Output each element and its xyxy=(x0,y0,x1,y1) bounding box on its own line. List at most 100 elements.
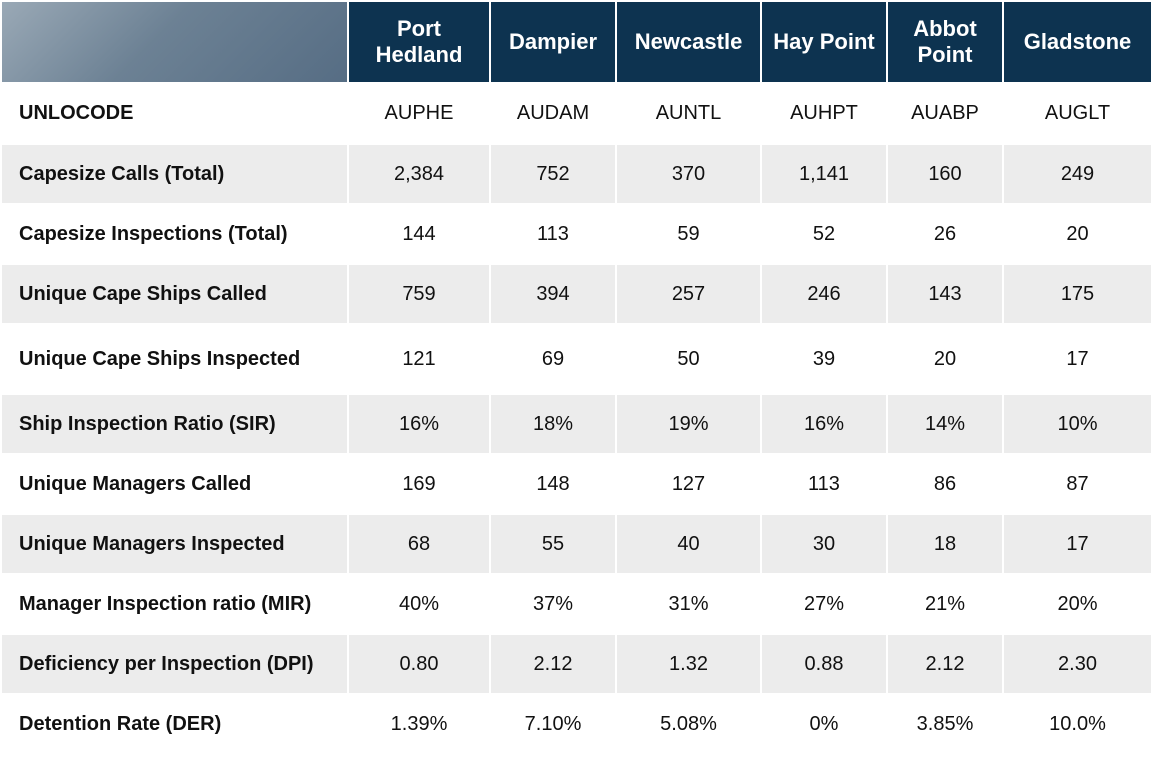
table-cell: AUHPT xyxy=(760,82,888,145)
table-cell: 37% xyxy=(489,573,617,635)
column-header-label: Abbot Point xyxy=(913,16,977,67)
table-cell: AUNTL xyxy=(615,82,762,145)
table-cell: 1.39% xyxy=(347,693,491,756)
table-cell: 2,384 xyxy=(347,143,491,205)
table-header: Port Hedland Dampier Newcastle Hay Point… xyxy=(0,0,1153,84)
table-cell: 20 xyxy=(886,323,1004,395)
table-cell: 3.85% xyxy=(886,693,1004,756)
header-corner-cell xyxy=(0,0,349,84)
table-cell: 394 xyxy=(489,263,617,325)
table-cell: AUABP xyxy=(886,82,1004,145)
table-cell: 0.80 xyxy=(347,633,491,695)
table-cell: 169 xyxy=(347,453,491,515)
row-label: UNLOCODE xyxy=(0,82,349,145)
table-cell: 30 xyxy=(760,513,888,575)
column-header: Gladstone xyxy=(1002,0,1153,84)
table-cell: 0% xyxy=(760,693,888,756)
row-label: Unique Managers Called xyxy=(0,453,349,515)
table-cell: 148 xyxy=(489,453,617,515)
row-label: Deficiency per Inspection (DPI) xyxy=(0,633,349,695)
column-header-label: Gladstone xyxy=(1023,29,1132,54)
table-cell: 113 xyxy=(760,453,888,515)
table-cell: 1.32 xyxy=(615,633,762,695)
table-cell: 2.12 xyxy=(886,633,1004,695)
table-cell: 2.30 xyxy=(1002,633,1153,695)
table-cell: 18 xyxy=(886,513,1004,575)
table-row: Unique Managers Called 169 148 127 113 86 87 xyxy=(0,453,1153,515)
table-cell: 1,141 xyxy=(760,143,888,205)
table-cell: 370 xyxy=(615,143,762,205)
table-cell: 246 xyxy=(760,263,888,325)
table-cell: 26 xyxy=(886,203,1004,265)
table-cell: 87 xyxy=(1002,453,1153,515)
port-comparison-table: Port Hedland Dampier Newcastle Hay Point… xyxy=(0,0,1153,756)
column-header: Dampier xyxy=(489,0,617,84)
table-cell: 27% xyxy=(760,573,888,635)
row-label: Unique Managers Inspected xyxy=(0,513,349,575)
table-cell: 249 xyxy=(1002,143,1153,205)
table-cell: 19% xyxy=(615,393,762,455)
row-label: Capesize Inspections (Total) xyxy=(0,203,349,265)
table-cell: 257 xyxy=(615,263,762,325)
table-row: Unique Cape Ships Called 759 394 257 246 143 1… xyxy=(0,263,1153,325)
table-row: Detention Rate (DER) 1.39% 7.10% 5.08% 0% 3.8… xyxy=(0,693,1153,756)
table-cell: 175 xyxy=(1002,263,1153,325)
row-label: Manager Inspection ratio (MIR) xyxy=(0,573,349,635)
table-cell: 7.10% xyxy=(489,693,617,756)
table-row: UNLOCODE AUPHE AUDAM AUNTL AUHPT AUABP AUGLT xyxy=(0,82,1153,145)
table-cell: 18% xyxy=(489,393,617,455)
table-cell: AUGLT xyxy=(1002,82,1153,145)
column-header: Newcastle xyxy=(615,0,762,84)
table-cell: 31% xyxy=(615,573,762,635)
column-header-label: Dampier xyxy=(508,29,598,54)
table-row: Capesize Inspections (Total) 144 113 59 52 26… xyxy=(0,203,1153,265)
table-row: Unique Managers Inspected 68 55 40 30 18 17 xyxy=(0,513,1153,575)
table-cell: 39 xyxy=(760,323,888,395)
column-header: Abbot Point xyxy=(886,0,1004,84)
table-cell: 40 xyxy=(615,513,762,575)
table-cell: 121 xyxy=(347,323,491,395)
table-row: Deficiency per Inspection (DPI) 0.80 2.12 1… xyxy=(0,633,1153,695)
table-cell: 17 xyxy=(1002,323,1153,395)
table-row: Capesize Calls (Total) 2,384 752 370 1,141 16… xyxy=(0,143,1153,205)
table-cell: 50 xyxy=(615,323,762,395)
header-row: Port Hedland Dampier Newcastle Hay Point… xyxy=(0,0,1153,84)
table-row: Manager Inspection ratio (MIR) 40% 37% 31% 2… xyxy=(0,573,1153,635)
table-cell: AUPHE xyxy=(347,82,491,145)
table-cell: 0.88 xyxy=(760,633,888,695)
table-cell: 86 xyxy=(886,453,1004,515)
table-row: Unique Cape Ships Inspected 121 69 50 39 20 17 xyxy=(0,323,1153,395)
column-header: Hay Point xyxy=(760,0,888,84)
table-cell: AUDAM xyxy=(489,82,617,145)
table-cell: 127 xyxy=(615,453,762,515)
table-cell: 68 xyxy=(347,513,491,575)
row-label: Unique Cape Ships Inspected xyxy=(0,323,349,395)
table-cell: 752 xyxy=(489,143,617,205)
column-header: Port Hedland xyxy=(347,0,491,84)
row-label: Capesize Calls (Total) xyxy=(0,143,349,205)
table-cell: 5.08% xyxy=(615,693,762,756)
table-cell: 10% xyxy=(1002,393,1153,455)
table-cell: 40% xyxy=(347,573,491,635)
table-cell: 21% xyxy=(886,573,1004,635)
table-cell: 20 xyxy=(1002,203,1153,265)
table-cell: 16% xyxy=(760,393,888,455)
table-cell: 14% xyxy=(886,393,1004,455)
table-cell: 55 xyxy=(489,513,617,575)
table-cell: 20% xyxy=(1002,573,1153,635)
table-cell: 52 xyxy=(760,203,888,265)
table-body: UNLOCODE AUPHE AUDAM AUNTL AUHPT AUABP AUGLT Ca… xyxy=(0,82,1153,756)
column-header-label: Port Hedland xyxy=(375,16,463,67)
table-cell: 113 xyxy=(489,203,617,265)
row-label: Ship Inspection Ratio (SIR) xyxy=(0,393,349,455)
row-label: Unique Cape Ships Called xyxy=(0,263,349,325)
table-row: Ship Inspection Ratio (SIR) 16% 18% 19% 16% 1… xyxy=(0,393,1153,455)
table-cell: 10.0% xyxy=(1002,693,1153,756)
table-cell: 160 xyxy=(886,143,1004,205)
table-cell: 143 xyxy=(886,263,1004,325)
table-cell: 16% xyxy=(347,393,491,455)
table-cell: 759 xyxy=(347,263,491,325)
table-cell: 59 xyxy=(615,203,762,265)
table-cell: 2.12 xyxy=(489,633,617,695)
row-label: Detention Rate (DER) xyxy=(0,693,349,756)
